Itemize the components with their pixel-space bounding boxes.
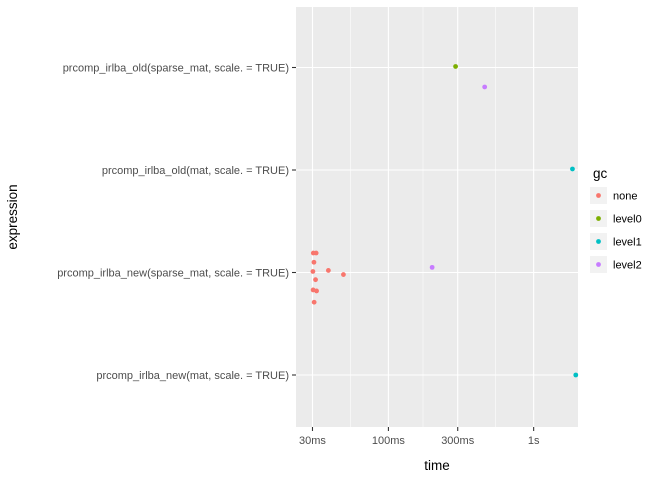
data-point — [570, 166, 575, 172]
data-point — [313, 277, 318, 283]
data-point — [313, 250, 319, 256]
data-point — [482, 84, 488, 90]
legend-label: level2 — [613, 260, 642, 272]
y-axis-title: expression — [5, 184, 20, 249]
data-point — [429, 264, 435, 270]
y-tick-label: prcomp_irlba_new(mat, scale. = TRUE) — [96, 370, 289, 382]
x-axis: 30ms 100ms 300ms 1s — [299, 427, 540, 447]
y-tick-label: prcomp_irlba_old(mat, scale. = TRUE) — [102, 165, 289, 177]
data-point — [314, 288, 319, 294]
plot-panel — [296, 7, 578, 427]
data-point — [310, 269, 316, 274]
major-gridlines — [296, 7, 578, 427]
data-points — [310, 64, 579, 378]
x-tick-label: 100ms — [372, 435, 406, 447]
x-tick-label: 1s — [528, 435, 540, 447]
data-point — [573, 372, 579, 378]
data-point — [341, 272, 346, 277]
data-point — [453, 64, 458, 69]
legend-key-point — [596, 216, 601, 221]
legend-label: level0 — [613, 214, 642, 226]
legend-key-point — [596, 262, 601, 267]
legend-key-point — [596, 193, 601, 198]
data-point — [311, 259, 317, 265]
minor-gridlines — [350, 7, 496, 427]
data-point — [325, 268, 331, 273]
y-axis: prcomp_irlba_new(mat, scale. = TRUE) prco… — [57, 63, 296, 382]
legend-label: level1 — [613, 237, 642, 249]
x-axis-title: time — [424, 458, 450, 473]
y-tick-label: prcomp_irlba_old(sparse_mat, scale. = TR… — [63, 63, 289, 75]
y-tick-label: prcomp_irlba_new(sparse_mat, scale. = TR… — [57, 268, 289, 280]
x-tick-label: 300ms — [441, 435, 475, 447]
legend: gc none level0 level1 level2 — [590, 166, 642, 273]
x-tick-label: 30ms — [299, 435, 326, 447]
legend-key-point — [596, 239, 601, 244]
legend-title: gc — [593, 166, 608, 181]
data-point — [311, 299, 317, 305]
legend-label: none — [613, 191, 637, 203]
